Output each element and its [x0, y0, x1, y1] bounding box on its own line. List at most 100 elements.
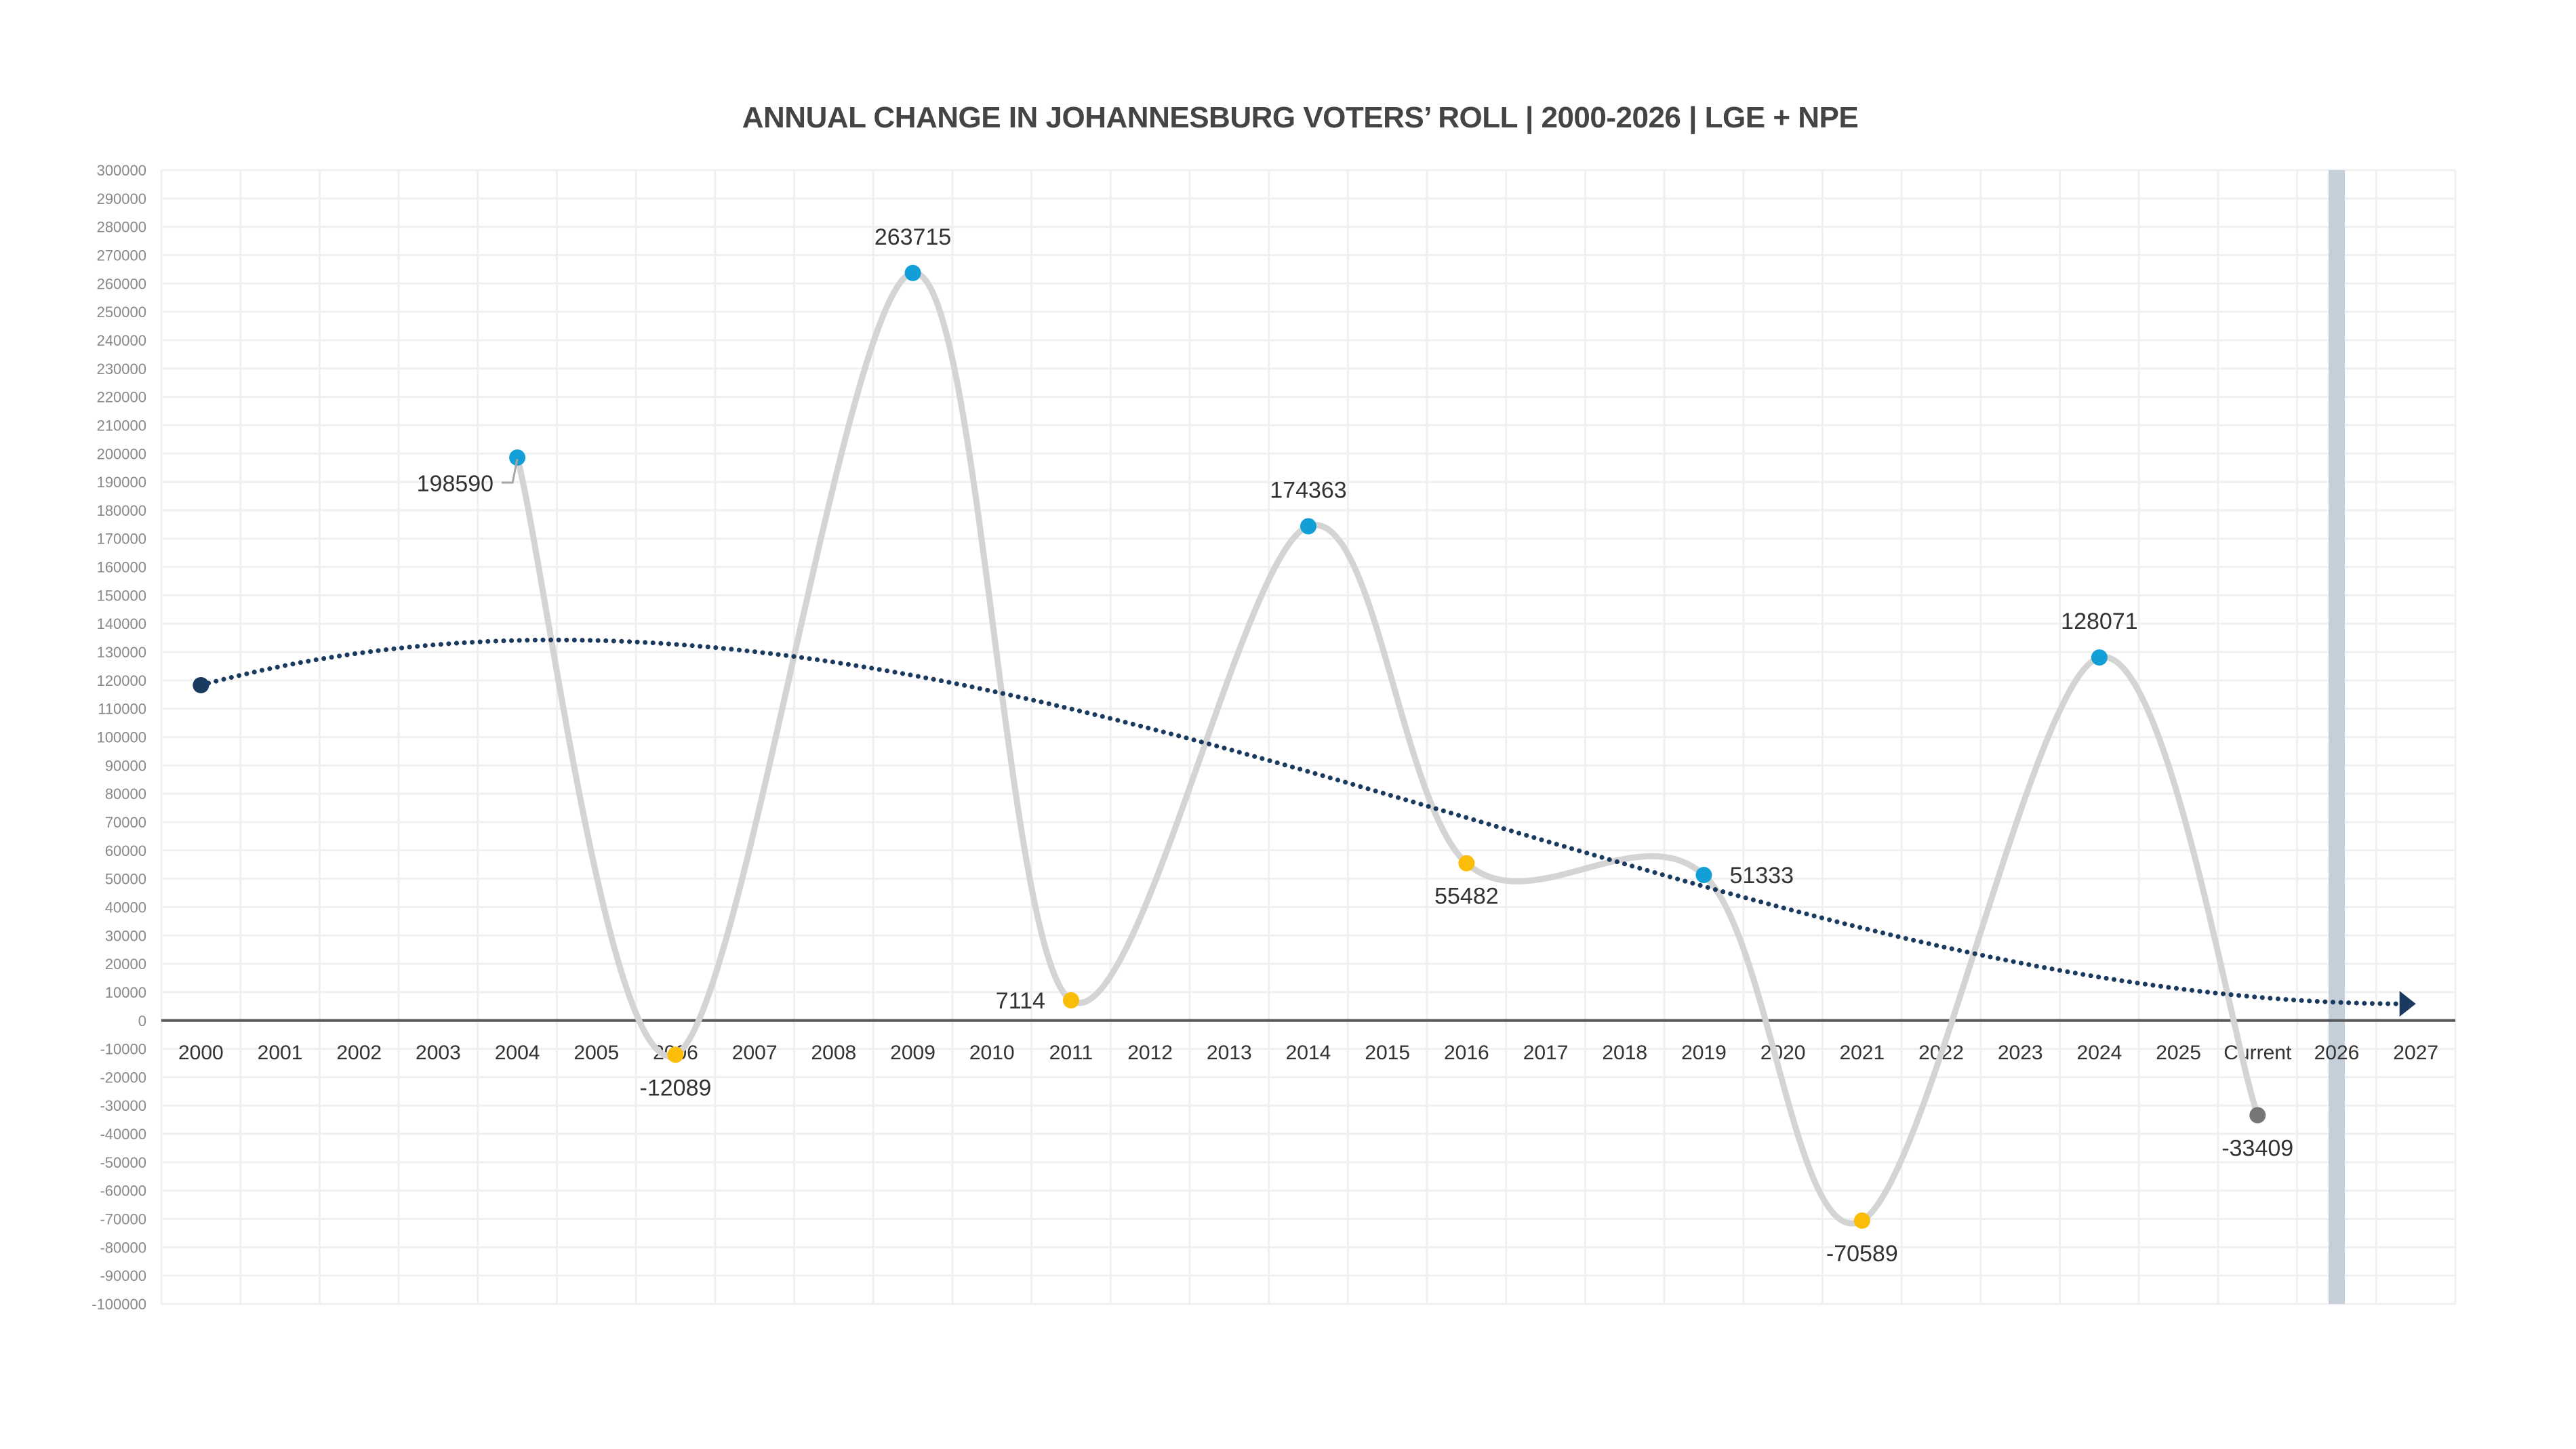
data-label-2004: 198590 [417, 471, 494, 497]
chart-title: ANNUAL CHANGE IN JOHANNESBURG VOTERS’ RO… [742, 101, 1858, 135]
data-label-2016: 55482 [1434, 884, 1499, 910]
trend-arrowhead [2399, 991, 2416, 1017]
x-tick-label: 2009 [890, 1042, 935, 1064]
x-tick-label: 2002 [336, 1042, 382, 1064]
trend-line [198, 637, 2401, 1006]
y-tick-label: 90000 [105, 757, 146, 774]
x-tick-label: 2004 [495, 1042, 540, 1064]
y-tick-label: 280000 [97, 219, 146, 236]
y-tick-label: 170000 [97, 531, 146, 548]
x-tick-label: 2024 [2077, 1042, 2122, 1064]
y-axis-ticks: -100000-90000-80000-70000-60000-50000-40… [92, 162, 146, 1313]
x-tick-label: 2025 [2156, 1042, 2201, 1064]
data-label-2021: -70589 [1826, 1241, 1898, 1267]
y-tick-label: 290000 [97, 190, 146, 207]
x-tick-label: 2015 [1365, 1042, 1410, 1064]
y-tick-label: -70000 [100, 1211, 146, 1228]
x-tick-label: 2019 [1681, 1042, 1727, 1064]
x-axis-ticks: 2000200120022003200420052006200720082009… [178, 1042, 2438, 1064]
y-tick-label: 200000 [97, 445, 146, 462]
x-tick-label: 2013 [1207, 1042, 1252, 1064]
y-tick-label: -10000 [100, 1041, 146, 1058]
x-tick-label: 2010 [969, 1042, 1015, 1064]
highlight-band-2026 [2328, 170, 2345, 1304]
y-tick-label: 80000 [105, 785, 146, 802]
data-point-2009 [904, 264, 921, 281]
x-tick-label: 2020 [1760, 1042, 1806, 1064]
y-tick-label: 60000 [105, 842, 146, 859]
y-tick-label: 70000 [105, 814, 146, 831]
data-point-2004 [509, 449, 526, 466]
y-tick-label: 40000 [105, 899, 146, 916]
y-tick-label: 260000 [97, 275, 146, 292]
x-tick-label: 2027 [2393, 1042, 2438, 1064]
data-point-2019 [1695, 867, 1712, 884]
x-tick-label: 2014 [1286, 1042, 1331, 1064]
y-tick-label: 140000 [97, 615, 146, 632]
y-tick-label: 220000 [97, 389, 146, 406]
x-tick-label: 2017 [1523, 1042, 1569, 1064]
data-point-2014 [1300, 518, 1316, 535]
y-tick-label: 110000 [98, 701, 146, 718]
x-tick-label: 2011 [1049, 1042, 1093, 1064]
x-tick-label: 2000 [178, 1042, 224, 1064]
x-tick-label: 2021 [1839, 1042, 1885, 1064]
y-tick-label: 100000 [97, 729, 146, 746]
data-label-2011: 7114 [996, 988, 1045, 1014]
x-tick-label: 2016 [1444, 1042, 1489, 1064]
y-tick-label: 190000 [97, 474, 146, 491]
y-tick-label: 120000 [97, 672, 146, 689]
y-tick-label: -20000 [100, 1069, 146, 1086]
y-tick-label: 250000 [97, 304, 146, 321]
y-tick-label: 10000 [105, 984, 146, 1001]
x-tick-label: 2012 [1127, 1042, 1173, 1064]
data-point-2011 [1062, 992, 1079, 1008]
x-tick-label: Current [2223, 1042, 2292, 1064]
x-tick-label: 2018 [1602, 1042, 1647, 1064]
data-point-2021 [1853, 1212, 1870, 1229]
y-tick-label: 230000 [97, 361, 146, 377]
data-label-2024: 128071 [2061, 609, 2137, 634]
y-tick-label: 130000 [97, 644, 146, 661]
data-point-2006 [667, 1046, 684, 1063]
data-point-2016 [1458, 855, 1475, 872]
y-tick-label: 240000 [97, 332, 146, 349]
data-point-current [2249, 1107, 2266, 1124]
y-tick-label: -40000 [100, 1126, 146, 1143]
y-tick-label: -30000 [100, 1097, 146, 1114]
data-point-2024 [2091, 649, 2108, 666]
x-tick-label: 2005 [573, 1042, 619, 1064]
x-tick-label: 2003 [416, 1042, 461, 1064]
x-tick-label: 2001 [258, 1042, 303, 1064]
y-tick-label: 30000 [105, 927, 146, 944]
x-tick-label: 2026 [2314, 1042, 2360, 1064]
trend-layer [193, 637, 2416, 1017]
data-label-2019: 51333 [1729, 863, 1794, 889]
data-label-2014: 174363 [1270, 477, 1346, 503]
data-points-layer [509, 264, 2266, 1229]
trend-start-point [193, 676, 209, 693]
data-label-2006: -12089 [640, 1075, 712, 1101]
data-label-2009: 263715 [874, 224, 951, 250]
highlight-band-layer [2328, 170, 2345, 1304]
y-tick-label: 0 [138, 1013, 146, 1029]
y-tick-label: 270000 [97, 247, 146, 264]
y-tick-label: -60000 [100, 1183, 146, 1200]
y-tick-label: 160000 [97, 559, 146, 576]
y-tick-label: 210000 [97, 417, 146, 434]
y-tick-label: 300000 [97, 162, 146, 179]
y-tick-label: -90000 [100, 1267, 146, 1284]
x-tick-label: 2008 [811, 1042, 856, 1064]
x-tick-label: 2023 [1998, 1042, 2043, 1064]
y-tick-label: 180000 [97, 502, 146, 519]
y-tick-label: -50000 [100, 1154, 146, 1171]
y-tick-label: 150000 [97, 587, 146, 604]
label-leader-line [502, 458, 519, 484]
data-label-current: -33409 [2221, 1135, 2293, 1161]
y-tick-label: 50000 [105, 871, 146, 888]
y-tick-label: -100000 [92, 1296, 146, 1313]
y-tick-label: 20000 [105, 956, 146, 973]
y-tick-label: -80000 [100, 1239, 146, 1256]
